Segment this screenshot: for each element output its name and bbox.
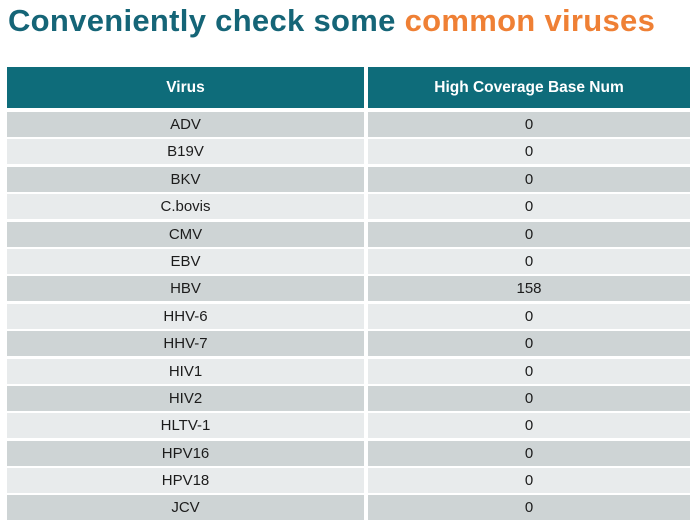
value-cell: 158 bbox=[368, 276, 690, 302]
virus-cell: HIV1 bbox=[7, 358, 364, 384]
value-cell: 0 bbox=[368, 358, 690, 384]
value-cell: 0 bbox=[368, 468, 690, 494]
table-row: C.bovis 0 bbox=[7, 194, 690, 220]
value-cell: 0 bbox=[368, 166, 690, 192]
value-cell: 0 bbox=[368, 385, 690, 411]
virus-cell: HIV2 bbox=[7, 385, 364, 411]
table-row: JCV 0 bbox=[7, 495, 690, 521]
virus-cell: HLTV-1 bbox=[7, 413, 364, 439]
table-row: CMV 0 bbox=[7, 221, 690, 247]
virus-cell: HPV18 bbox=[7, 468, 364, 494]
virus-cell: EBV bbox=[7, 248, 364, 274]
table-row: ADV 0 bbox=[7, 112, 690, 137]
virus-cell: ADV bbox=[7, 112, 364, 137]
value-cell: 0 bbox=[368, 495, 690, 521]
table-row: HLTV-1 0 bbox=[7, 413, 690, 439]
table-row: EBV 0 bbox=[7, 248, 690, 274]
table-row: HPV18 0 bbox=[7, 468, 690, 494]
value-cell: 0 bbox=[368, 112, 690, 137]
virus-cell: BKV bbox=[7, 166, 364, 192]
value-cell: 0 bbox=[368, 413, 690, 439]
virus-cell: B19V bbox=[7, 139, 364, 165]
virus-cell: C.bovis bbox=[7, 194, 364, 220]
virus-cell: JCV bbox=[7, 495, 364, 521]
table-row: HBV 158 bbox=[7, 276, 690, 302]
table-row: HPV16 0 bbox=[7, 440, 690, 466]
table-row: HHV-7 0 bbox=[7, 331, 690, 357]
virus-table: Virus High Coverage Base Num ADV 0 B19V 0 BK… bbox=[7, 67, 690, 523]
virus-cell: HHV-7 bbox=[7, 331, 364, 357]
virus-cell: HPV16 bbox=[7, 440, 364, 466]
table-row: B19V 0 bbox=[7, 139, 690, 165]
table-row: BKV 0 bbox=[7, 166, 690, 192]
virus-cell: HHV-6 bbox=[7, 303, 364, 329]
value-cell: 0 bbox=[368, 303, 690, 329]
value-cell: 0 bbox=[368, 248, 690, 274]
column-header-virus: Virus bbox=[7, 67, 364, 108]
table-header-row: Virus High Coverage Base Num bbox=[7, 67, 690, 108]
table-row: HIV2 0 bbox=[7, 385, 690, 411]
value-cell: 0 bbox=[368, 331, 690, 357]
page-title: Conveniently check some common viruses bbox=[8, 1, 655, 41]
page-title-teal-segment: Conveniently check some bbox=[8, 3, 405, 38]
page-title-orange-segment: common viruses bbox=[404, 3, 656, 38]
table-body: ADV 0 B19V 0 BKV 0 C.bovis 0 CMV 0 EBV 0 HBV 158 HHV-6… bbox=[7, 112, 690, 521]
value-cell: 0 bbox=[368, 221, 690, 247]
value-cell: 0 bbox=[368, 139, 690, 165]
virus-cell: CMV bbox=[7, 221, 364, 247]
value-cell: 0 bbox=[368, 194, 690, 220]
table-row: HIV1 0 bbox=[7, 358, 690, 384]
table-row: HHV-6 0 bbox=[7, 303, 690, 329]
virus-cell: HBV bbox=[7, 276, 364, 302]
value-cell: 0 bbox=[368, 440, 690, 466]
column-header-high-coverage-base-num: High Coverage Base Num bbox=[368, 67, 690, 108]
